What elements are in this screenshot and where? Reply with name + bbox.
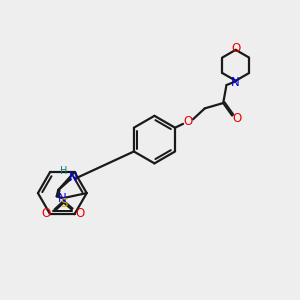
Text: H: H: [60, 166, 67, 176]
Text: O: O: [76, 207, 85, 220]
Text: N: N: [69, 171, 77, 184]
Text: N: N: [231, 76, 240, 89]
Text: S: S: [60, 197, 67, 210]
Text: O: O: [42, 207, 51, 220]
Text: O: O: [183, 115, 192, 128]
Text: N: N: [58, 192, 66, 205]
Text: O: O: [231, 42, 240, 55]
Text: O: O: [233, 112, 242, 125]
